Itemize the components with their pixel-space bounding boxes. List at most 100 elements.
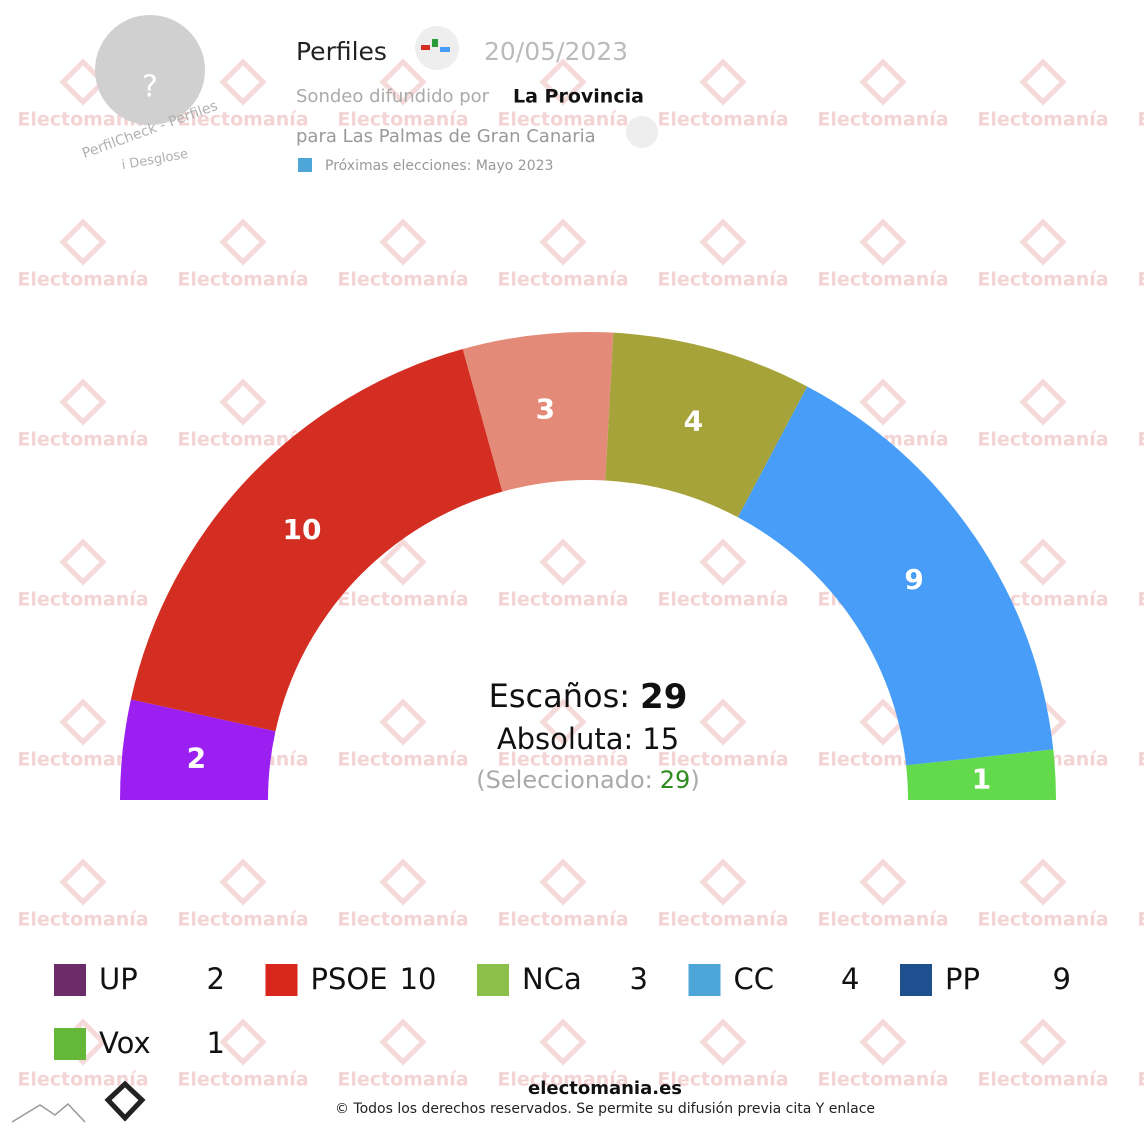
watermark-logo xyxy=(219,378,267,426)
icon-bar xyxy=(440,47,450,52)
watermark-logo xyxy=(859,218,907,266)
watermark: Electomanía xyxy=(177,429,308,451)
watermark-logo xyxy=(219,218,267,266)
watermark: Electomanía xyxy=(657,269,788,291)
seat-segment xyxy=(462,332,614,492)
watermark-logo xyxy=(539,218,587,266)
footer-site[interactable]: electomania.es xyxy=(528,1078,682,1099)
segment-label: 2 xyxy=(187,741,206,774)
seat-segment xyxy=(737,386,1054,766)
watermark-logo xyxy=(219,58,267,106)
watermark: Electomanía xyxy=(497,909,628,931)
footer-logo-line xyxy=(11,1102,86,1123)
watermark: Electomanía xyxy=(337,269,468,291)
legend-name: PSOE xyxy=(311,962,388,996)
legend-name: PP xyxy=(945,962,980,996)
watermark-logo xyxy=(699,218,747,266)
watermark: Electomanía xyxy=(657,1069,788,1091)
watermark: Electomanía xyxy=(1137,589,1144,611)
watermark: Electomanía xyxy=(1137,909,1144,931)
watermark: Electomanía xyxy=(497,109,628,131)
segment-label: 1 xyxy=(972,763,991,796)
footer-logo xyxy=(104,1080,146,1122)
watermark: Electomanía xyxy=(497,749,628,771)
watermark-logo xyxy=(1019,218,1067,266)
watermark: Electomanía xyxy=(17,909,148,931)
segment-label: 9 xyxy=(904,563,923,596)
seat-segment xyxy=(120,699,276,800)
footer-copyright: © Todos los derechos reservados. Se perm… xyxy=(335,1101,875,1117)
legend-icon xyxy=(54,964,86,996)
watermark-logo xyxy=(699,698,747,746)
watermark: Electomanía xyxy=(817,909,948,931)
watermark: Electomanía xyxy=(177,1069,308,1091)
watermark: Electomanía xyxy=(1137,109,1144,131)
watermark-logo xyxy=(859,58,907,106)
watermark: Electomanía xyxy=(17,429,148,451)
legend-name: NCa xyxy=(522,962,582,996)
legend-name: Vox xyxy=(99,1026,151,1060)
legend-icon xyxy=(54,1028,86,1060)
watermark: Electomanía xyxy=(817,1069,948,1091)
watermark: Electomanía xyxy=(977,269,1108,291)
ballot-icon xyxy=(298,158,312,172)
watermark-logo xyxy=(1019,378,1067,426)
watermark-logo xyxy=(59,858,107,906)
scope: para Las Palmas de Gran Canaria xyxy=(296,126,596,147)
avatar-text: ? xyxy=(142,70,158,105)
watermark-logo xyxy=(539,1018,587,1066)
legend-value: 10 xyxy=(400,962,437,996)
seat-segment xyxy=(906,749,1056,800)
watermark-logo xyxy=(1019,858,1067,906)
legend-value: 4 xyxy=(841,962,859,996)
watermark: Electomanía xyxy=(817,109,948,131)
selected-line: (Seleccionado: 29) xyxy=(476,766,699,794)
watermark-logo xyxy=(699,858,747,906)
next-elections: Próximas elecciones: Mayo 2023 xyxy=(325,158,553,174)
watermark-logo xyxy=(859,378,907,426)
watermark: Electomanía xyxy=(1137,1069,1144,1091)
watermark-logo xyxy=(539,538,587,586)
watermark-logo xyxy=(379,858,427,906)
watermark: Electomanía xyxy=(977,909,1108,931)
selected: 29 xyxy=(660,766,691,794)
selected-prefix: (Seleccionado: xyxy=(476,766,652,794)
watermark-logo xyxy=(699,58,747,106)
watermark-logo xyxy=(859,858,907,906)
breakdown-link[interactable]: i Desglose xyxy=(121,147,190,173)
watermark: Electomanía xyxy=(977,429,1108,451)
watermark: Electomanía xyxy=(337,749,468,771)
source-prefix: Sondeo difundido por xyxy=(296,86,490,107)
icon-bar xyxy=(432,39,438,47)
segment-label: 4 xyxy=(684,404,703,437)
watermark-logo xyxy=(1019,1018,1067,1066)
seat-segment xyxy=(605,332,808,518)
watermark-logo xyxy=(539,858,587,906)
watermark-logo xyxy=(59,538,107,586)
seats-label: Escaños: xyxy=(489,677,630,715)
watermark: Electomanía xyxy=(1137,749,1144,771)
watermark: Electomanía xyxy=(337,589,468,611)
watermark-logo xyxy=(1019,538,1067,586)
watermark: Electomanía xyxy=(1137,429,1144,451)
plot: 2 10 3 4 9 1 xyxy=(120,332,1056,800)
seats-total: 29 xyxy=(640,677,687,717)
watermark-logo xyxy=(859,1018,907,1066)
seat-segment xyxy=(130,349,503,732)
watermark-logo xyxy=(219,858,267,906)
watermark: Electomanía xyxy=(657,909,788,931)
title: Perfiles xyxy=(296,37,387,66)
watermark-logo xyxy=(699,1018,747,1066)
watermark: Electomanía xyxy=(497,589,628,611)
watermarks: Electomanía Electomanía Electomanía Electom… xyxy=(17,58,1144,1091)
watermark-logo xyxy=(699,538,747,586)
watermark-logo xyxy=(539,58,587,106)
watermark: Electomanía xyxy=(977,1069,1108,1091)
watermark: Electomanía xyxy=(817,269,948,291)
source[interactable]: La Provincia xyxy=(513,86,644,108)
watermark-logo xyxy=(379,1018,427,1066)
legend-icon xyxy=(477,964,509,996)
watermark: Electomanía xyxy=(337,909,468,931)
watermark: Electomanía xyxy=(177,269,308,291)
